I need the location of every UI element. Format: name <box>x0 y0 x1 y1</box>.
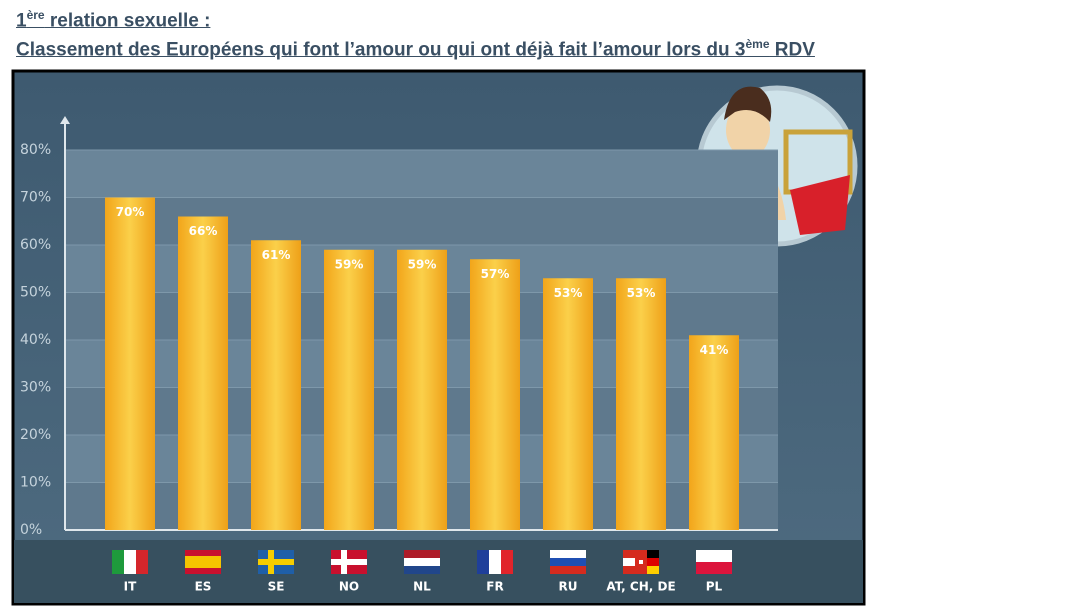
bar <box>689 335 739 530</box>
title-part: 1 <box>16 10 27 32</box>
flag-part <box>647 550 659 558</box>
flag-part <box>647 566 659 574</box>
flag <box>550 550 586 574</box>
bar <box>105 197 155 530</box>
title-part: ère <box>26 8 45 22</box>
bar <box>324 249 374 530</box>
grid-band <box>65 340 778 388</box>
flag-part <box>550 558 586 566</box>
flag <box>331 550 367 574</box>
x-tick-label: NL <box>413 580 431 594</box>
flag-part <box>331 559 367 565</box>
value-label: 59% <box>335 257 364 271</box>
x-tick-label: IT <box>124 580 137 594</box>
y-axis-arrow <box>60 116 70 124</box>
bar <box>470 259 520 530</box>
chart-title: 1ère relation sexuelle : <box>16 8 210 32</box>
bar <box>616 278 666 530</box>
bar <box>251 240 301 530</box>
flag-part <box>696 550 732 562</box>
x-tick-label: RU <box>559 580 578 594</box>
x-tick-label: NO <box>339 580 359 594</box>
flag-part <box>136 550 148 574</box>
flag-part <box>404 566 440 574</box>
flag-part <box>635 550 647 574</box>
y-tick-label: 20% <box>20 427 51 443</box>
flag-part <box>258 559 294 565</box>
value-label: 53% <box>627 286 656 300</box>
y-tick-label: 50% <box>20 285 51 301</box>
flag <box>623 550 659 574</box>
value-label: 59% <box>408 257 437 271</box>
flag <box>404 550 440 574</box>
title-part: ème <box>745 37 770 51</box>
value-label: 53% <box>554 286 583 300</box>
y-tick-label: 70% <box>20 190 51 206</box>
flag-part <box>696 562 732 574</box>
flag-part <box>331 550 367 574</box>
value-label: 66% <box>189 224 218 238</box>
flag-part <box>124 550 136 574</box>
flag-part <box>185 556 221 562</box>
x-tick-label: PL <box>706 580 723 594</box>
flag <box>258 550 294 574</box>
grid-band <box>65 435 778 483</box>
x-tick-label: SE <box>268 580 285 594</box>
value-label: 61% <box>262 248 291 262</box>
x-tick-label: ES <box>195 580 212 594</box>
flag-part <box>341 550 347 574</box>
flag-part <box>501 550 513 574</box>
grid-band <box>65 387 778 435</box>
flag <box>477 550 513 574</box>
grid-band <box>65 482 778 530</box>
y-tick-label: 10% <box>20 475 51 491</box>
title-part: RDV <box>769 39 815 61</box>
title-part: Classement des Européens qui font l’amou… <box>16 39 746 61</box>
flag-part <box>477 550 489 574</box>
bar <box>543 278 593 530</box>
flag-part <box>185 568 221 574</box>
x-tick-label: FR <box>486 580 503 594</box>
flag-part <box>185 562 221 568</box>
mascot <box>696 85 858 247</box>
chart-frame <box>11 69 866 606</box>
flag-part <box>258 550 294 574</box>
grid-band <box>65 292 778 340</box>
chart-subtitle: Classement des Européens qui font l’amou… <box>16 37 815 61</box>
flag-part <box>647 558 659 566</box>
flag-part <box>404 550 440 558</box>
flag-part <box>550 550 586 558</box>
flag-part <box>489 550 501 574</box>
y-tick-label: 30% <box>20 380 51 396</box>
y-tick-label: 60% <box>20 237 51 253</box>
y-tick-label: 0% <box>20 522 42 538</box>
flag <box>185 550 221 574</box>
value-label: 57% <box>481 267 510 281</box>
flag-part <box>623 558 635 566</box>
flag-part <box>185 550 221 556</box>
flag-part <box>112 550 124 574</box>
flag <box>696 550 732 574</box>
bar <box>178 216 228 530</box>
grid-band <box>65 150 778 198</box>
flag <box>112 550 148 574</box>
flag-strip <box>14 540 863 603</box>
value-label: 41% <box>700 343 729 357</box>
flag-part <box>404 558 440 566</box>
x-tick-label: AT, CH, DE <box>606 580 675 594</box>
bar <box>397 249 447 530</box>
value-label: 70% <box>116 205 145 219</box>
flag-part <box>550 566 586 574</box>
grid-band <box>65 245 778 293</box>
flag-part <box>268 550 274 574</box>
y-tick-label: 40% <box>20 332 51 348</box>
flag-part <box>639 560 643 564</box>
flag-part <box>623 550 635 574</box>
grid-band <box>65 197 778 245</box>
y-tick-label: 80% <box>20 142 51 158</box>
title-part: relation sexuelle : <box>44 10 211 32</box>
